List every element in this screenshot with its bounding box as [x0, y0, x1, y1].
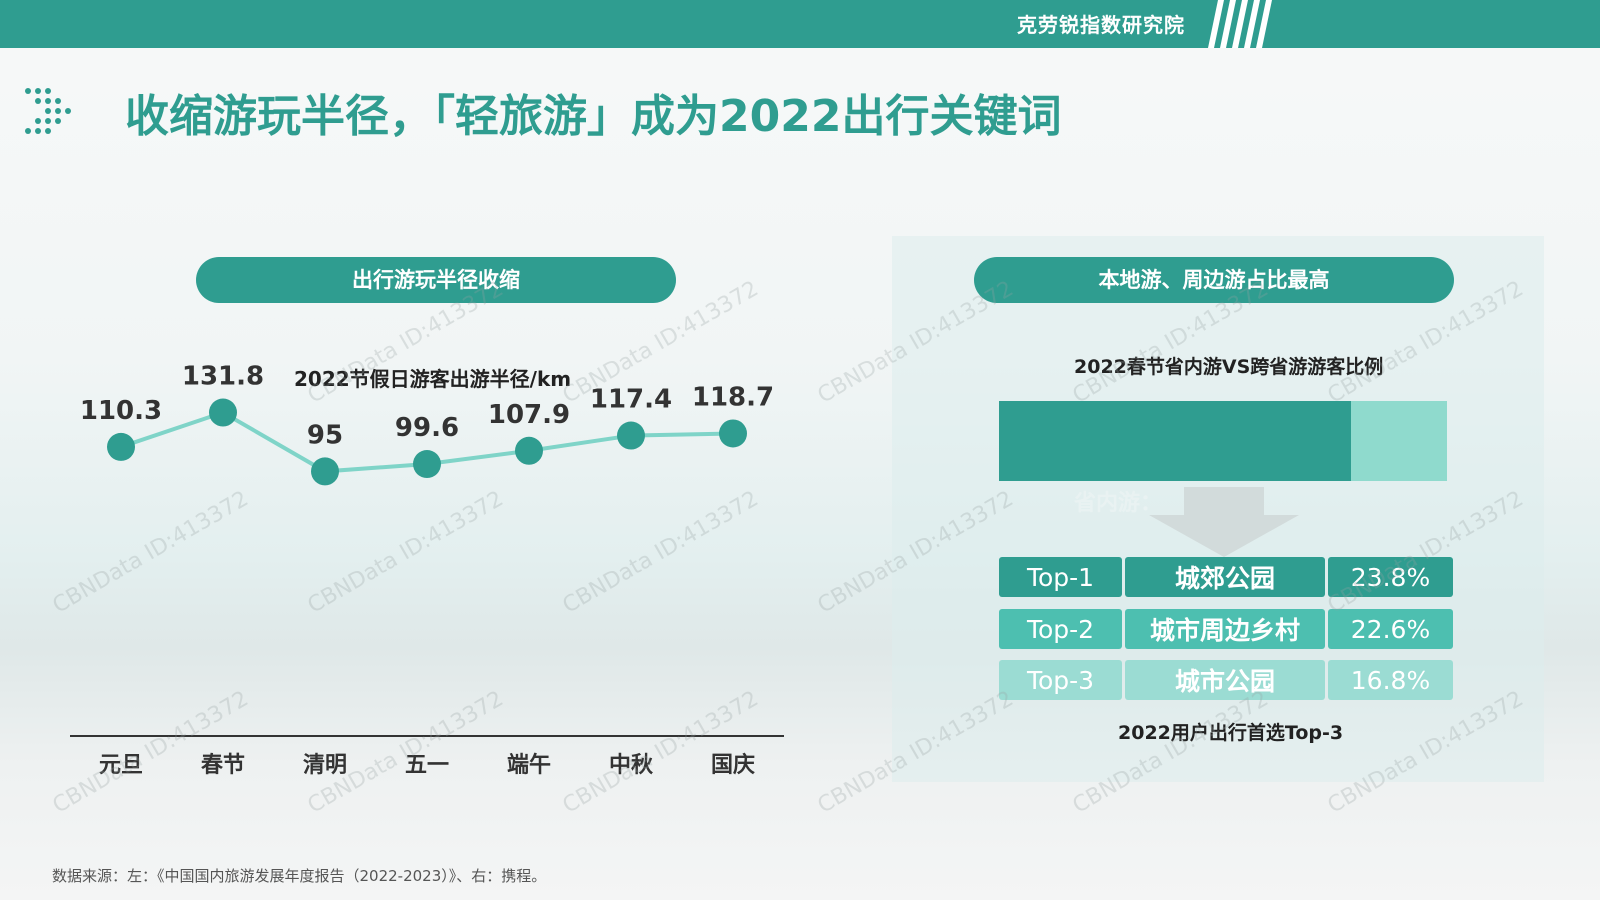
top-name: 城市周边乡村 [1125, 609, 1325, 649]
top-list-row: Top-2 城市周边乡村 22.6% [999, 609, 1453, 649]
data-point [107, 432, 135, 461]
top-bar: 克劳锐指数研究院 [0, 0, 1600, 48]
stacked-bar-faint-label: 省内游： [1074, 491, 1163, 516]
data-label: 95 [307, 420, 343, 450]
bar-segment-cross-province [1350, 401, 1447, 481]
stacked-bar-title: 2022春节省内游VS跨省游游客比例 [1074, 356, 1384, 378]
x-tick-label: 元旦 [99, 753, 143, 778]
dots-logo-icon [25, 88, 71, 134]
top-rank: Top-3 [999, 660, 1122, 700]
x-tick-label: 中秋 [609, 753, 654, 778]
top-rank: Top-1 [999, 557, 1122, 597]
data-point [413, 450, 441, 479]
data-point [311, 457, 339, 486]
x-tick-label: 清明 [303, 752, 347, 778]
data-point [617, 421, 645, 450]
data-label: 99.6 [395, 413, 459, 443]
data-point [209, 398, 237, 427]
top-list-row: Top-3 城市公园 16.8% [999, 660, 1453, 700]
data-label: 107.9 [488, 400, 570, 430]
bar-segment-intra-province [999, 401, 1351, 481]
line-chart-title: 2022节假日游客出游半径/km [294, 367, 572, 391]
source-note: 数据来源：左：《中国国内旅游发展年度报告（2022-2023）》、右：携程。 [52, 867, 547, 885]
data-point [515, 436, 543, 465]
down-arrow-icon [1149, 487, 1299, 557]
left-section-header: 出行游玩半径收缩 [196, 257, 676, 303]
right-section-header: 本地游、周边游占比最高 [974, 257, 1454, 303]
data-label: 110.3 [80, 396, 162, 426]
top-rank: Top-2 [999, 609, 1122, 649]
x-tick-label: 春节 [201, 753, 245, 778]
page-title: 收缩游玩半径，「轻旅游」成为2022出行关键词 [125, 91, 1062, 142]
data-label: 131.8 [182, 362, 264, 392]
top-list-row: Top-1 城郊公园 23.8% [999, 557, 1453, 597]
top-percent: 22.6% [1328, 609, 1453, 649]
data-point [719, 419, 747, 448]
top-percent: 23.8% [1328, 557, 1453, 597]
x-tick-label: 端午 [507, 752, 551, 778]
brand-name: 克劳锐指数研究院 [1017, 13, 1185, 37]
top-name: 城郊公园 [1125, 557, 1325, 597]
stacked-bar [999, 401, 1447, 481]
x-tick-label: 五一 [405, 753, 449, 778]
top-name: 城市公园 [1125, 660, 1325, 700]
data-label: 118.7 [692, 382, 774, 412]
top-list-caption: 2022用户出行首选Top-3 [1118, 722, 1344, 744]
brand-stripes-decoration [1208, 0, 1272, 48]
top-percent: 16.8% [1328, 660, 1453, 700]
data-label: 117.4 [590, 385, 672, 415]
x-tick-label: 国庆 [711, 752, 755, 778]
